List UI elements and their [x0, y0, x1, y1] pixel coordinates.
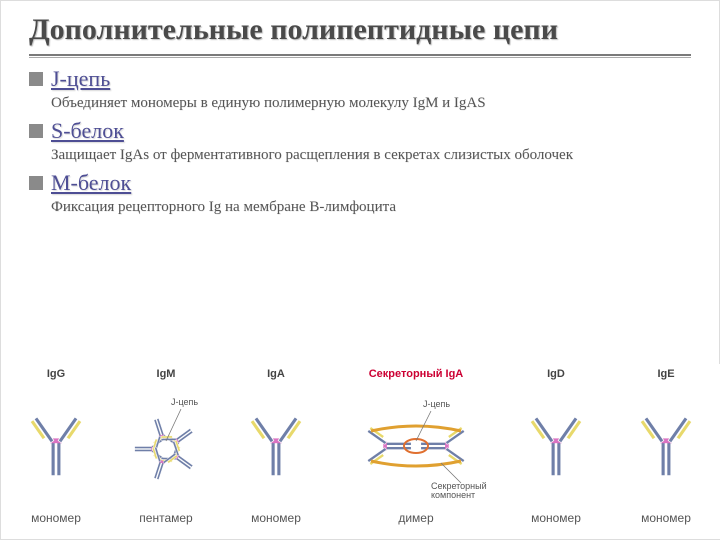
slide-title: Дополнительные полипептидные цепи — [29, 13, 691, 48]
section-heading: S-белок — [51, 118, 124, 144]
antibody-monomer-icon — [521, 396, 591, 496]
diagram-row: IgG мономер IgM J-цепь пентамер IgA мономер Сек… — [1, 364, 720, 539]
diagram-area: IgG мономер IgM J-цепь пентамер IgA мономер Сек… — [1, 364, 720, 539]
section-heading: J-цепь — [51, 66, 110, 92]
diagram-cell: IgE мономер — [611, 364, 720, 539]
diagram-glyph — [221, 380, 331, 511]
diagram-glyph: J-цепь — [111, 380, 221, 511]
antibody-monomer-icon — [241, 396, 311, 496]
diagram-bottom-label: димер — [398, 511, 433, 525]
diagram-cell: IgA мономер — [221, 364, 331, 539]
diagram-bottom-label: мономер — [31, 511, 81, 525]
bullet-square-icon — [29, 72, 43, 86]
diagram-bottom-label: пентамер — [139, 511, 192, 525]
diagram-glyph — [1, 380, 111, 511]
bullet-row: J-цепь — [29, 66, 691, 92]
diagram-bottom-label: мономер — [641, 511, 691, 525]
diagram-bottom-label: мономер — [531, 511, 581, 525]
antibody-monomer-icon — [21, 396, 91, 496]
bullet-row: S-белок — [29, 118, 691, 144]
diagram-glyph — [611, 380, 720, 511]
divider-top — [29, 54, 691, 56]
section-desc: Фиксация рецепторного Ig на мембране В-л… — [51, 198, 691, 216]
diagram-top-label: IgG — [47, 368, 65, 380]
diagram-top-label: Секреторный IgA — [369, 368, 464, 380]
diagram-top-label: IgM — [157, 368, 176, 380]
diagram-cell: Секреторный IgA J-цепьСекреторныйкомпонен… — [331, 364, 501, 539]
bullet-row: М-белок — [29, 170, 691, 196]
bullet-square-icon — [29, 176, 43, 190]
divider-bottom — [29, 57, 691, 58]
svg-text:компонент: компонент — [431, 490, 475, 500]
diagram-cell: IgM J-цепь пентамер — [111, 364, 221, 539]
antibody-dimer-icon: J-цепьСекреторныйкомпонент — [331, 391, 501, 501]
section-desc: Объединяет мономеры в единую полимерную … — [51, 94, 691, 112]
section-desc: Защищает IgAs от ферментативного расщепл… — [51, 146, 691, 164]
sections-container: J-цепь Объединяет мономеры в единую полим… — [29, 66, 691, 216]
section-heading: М-белок — [51, 170, 131, 196]
svg-text:J-цепь: J-цепь — [171, 397, 198, 407]
diagram-cell: IgG мономер — [1, 364, 111, 539]
diagram-glyph: J-цепьСекреторныйкомпонент — [331, 380, 501, 511]
diagram-glyph — [501, 380, 611, 511]
slide: Дополнительные полипептидные цепи J-цепь… — [0, 0, 720, 540]
antibody-pentamer-icon: J-цепь — [111, 391, 221, 501]
bullet-square-icon — [29, 124, 43, 138]
antibody-monomer-icon — [631, 396, 701, 496]
diagram-top-label: IgD — [547, 368, 565, 380]
diagram-top-label: IgE — [657, 368, 674, 380]
svg-text:J-цепь: J-цепь — [423, 399, 450, 409]
diagram-bottom-label: мономер — [251, 511, 301, 525]
diagram-cell: IgD мономер — [501, 364, 611, 539]
diagram-top-label: IgA — [267, 368, 285, 380]
